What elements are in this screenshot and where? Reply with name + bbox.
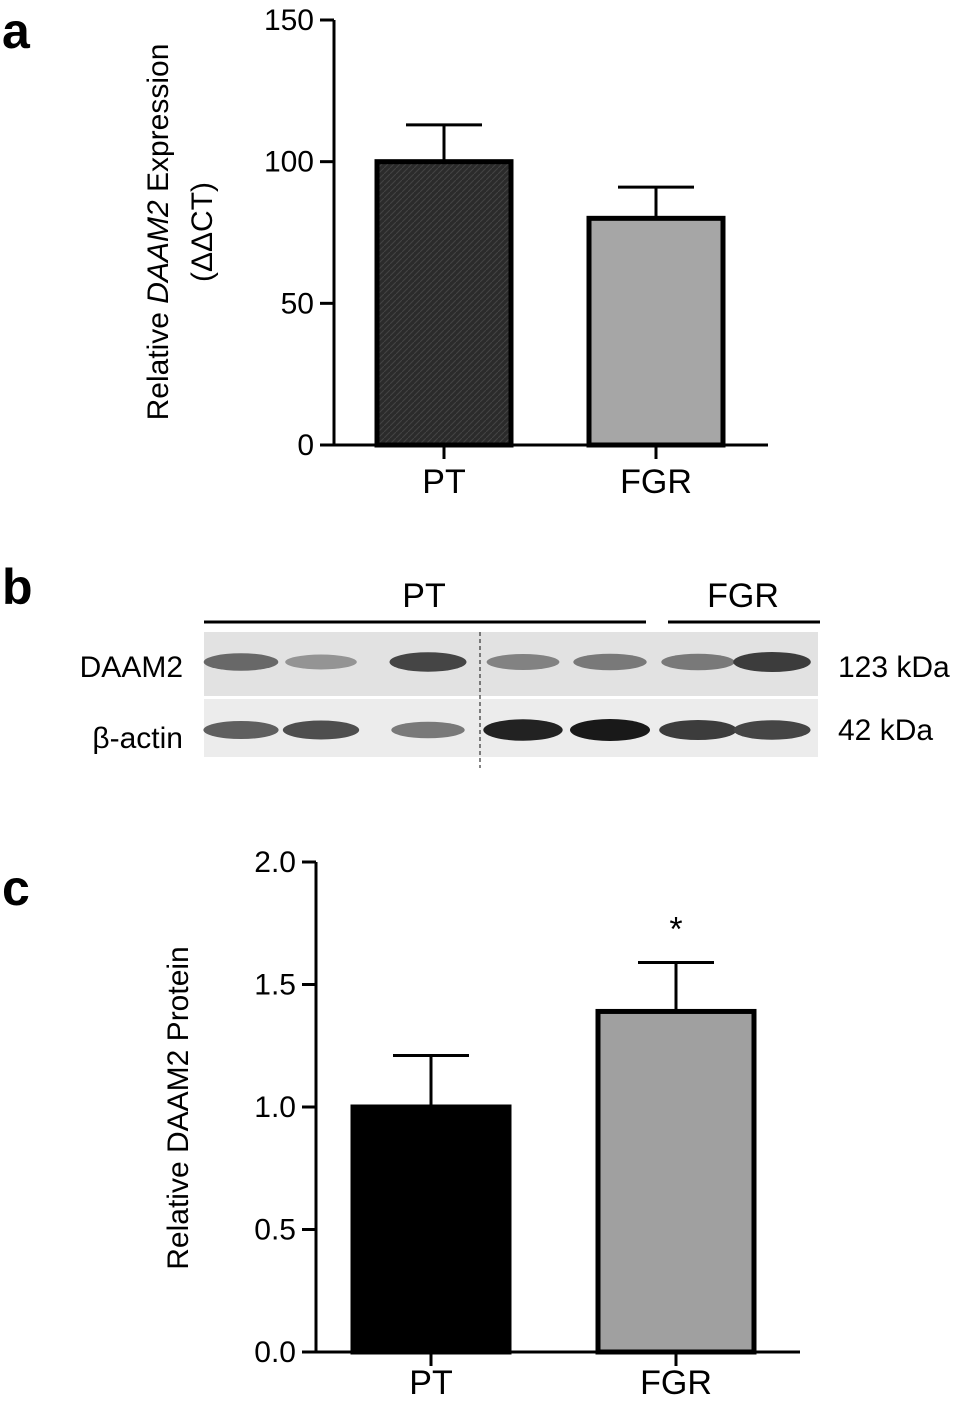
- panel-c-chart: Relative DAAM2 Protein 0.0 0.5 1.0 1.5 2.0 PT…: [162, 846, 800, 1402]
- panel-a-y-tick-label: 50: [281, 287, 314, 320]
- blot-band-actin: [659, 720, 737, 740]
- panel-c-bar-fgr: [595, 1008, 757, 1355]
- panel-a-y-tick-label: 150: [264, 4, 314, 37]
- blot-band-actin: [391, 721, 465, 739]
- panel-c-significance-marker: *: [669, 910, 682, 948]
- panel-c-bar-pt: [350, 1104, 512, 1355]
- blot-band-actin: [203, 721, 279, 739]
- blot-band-daam2: [203, 653, 279, 671]
- panel-letter-b: b: [2, 559, 33, 615]
- panel-letter-c: c: [2, 860, 30, 916]
- panel-a-ylabel: Relative DAAM2 Expression: [142, 44, 175, 421]
- panel-b-blot: PT FGR DAAM2 β-actin 123 kDa 42 kDa: [80, 577, 950, 768]
- blot-band-daam2: [733, 652, 811, 672]
- blot-band-actin: [733, 720, 811, 740]
- panel-a-ylabel-gene: DAAM2: [142, 200, 175, 304]
- panel-a-chart: Relative DAAM2 Expression (ΔΔCT) 0 50 100 1…: [142, 4, 768, 501]
- blot-band-daam2: [389, 652, 467, 672]
- panel-a-ylabel-part-1: Relative: [142, 304, 175, 421]
- panel-a-x-tick-label: FGR: [620, 463, 692, 501]
- panel-c-ylabel: Relative DAAM2 Protein: [162, 946, 195, 1269]
- panel-c-y-tick-label: 0.0: [254, 1336, 296, 1369]
- blot-band-daam2: [486, 654, 560, 670]
- panel-c-y-tick-label: 1.5: [254, 969, 296, 1002]
- blot-size-label-daam2: 123 kDa: [838, 651, 950, 684]
- blot-size-label-actin: 42 kDa: [838, 714, 933, 747]
- blot-band-daam2: [573, 653, 647, 671]
- panel-c-y-tick-label: 1.0: [254, 1091, 296, 1124]
- panel-a-y-tick-label: 100: [264, 146, 314, 179]
- blot-row-label-daam2: DAAM2: [80, 651, 183, 684]
- blot-group-label-fgr: FGR: [707, 577, 779, 615]
- panel-a-bar-pt: [374, 159, 514, 448]
- panel-a-ylabel-part-3: Expression: [142, 44, 175, 201]
- blot-row-label-actin: β-actin: [92, 722, 183, 755]
- blot-band-daam2: [661, 653, 735, 671]
- panel-c-y-tick-label: 0.5: [254, 1214, 296, 1247]
- panel-c-x-tick-label: FGR: [640, 1364, 712, 1402]
- panel-c-y-tick-label: 2.0: [254, 846, 296, 879]
- blot-band-daam2: [285, 654, 357, 670]
- blot-band-actin: [282, 720, 360, 740]
- panel-letter-a: a: [2, 3, 31, 59]
- panel-a-bar-fgr: [586, 215, 726, 448]
- panel-a-x-tick-label: PT: [422, 463, 465, 501]
- blot-band-actin: [570, 719, 650, 741]
- panel-a-ylabel-line2: (ΔΔCT): [186, 182, 219, 282]
- panel-a-y-tick-label: 0: [297, 429, 314, 462]
- blot-group-label-pt: PT: [402, 577, 445, 615]
- blot-band-actin: [483, 719, 563, 741]
- panel-c-x-tick-label: PT: [409, 1364, 452, 1402]
